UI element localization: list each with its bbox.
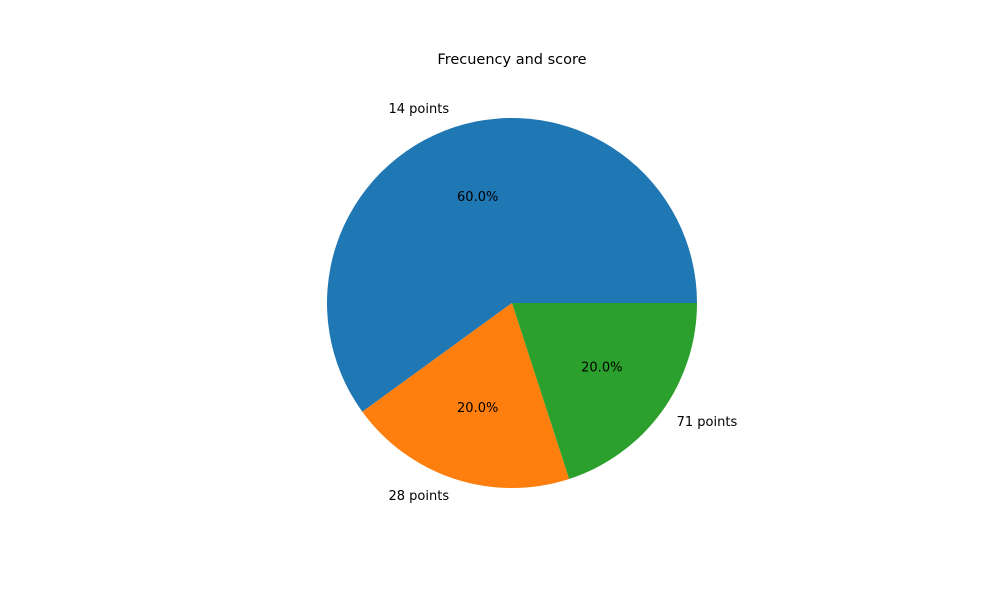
- pie-slice-14-points: [327, 118, 697, 412]
- slice-percent-label: 20.0%: [581, 361, 622, 376]
- pie-slice-71-points: [512, 303, 697, 479]
- slice-percent-label: 20.0%: [457, 401, 498, 416]
- slice-percent-label: 60.0%: [457, 190, 498, 205]
- chart-title: Frecuency and score: [437, 52, 586, 68]
- pie-slices: [327, 118, 697, 488]
- slice-label: 71 points: [677, 415, 738, 430]
- slice-label: 14 points: [389, 102, 450, 117]
- slice-label: 28 points: [389, 489, 450, 504]
- pie-slice-28-points: [362, 303, 570, 488]
- pie-labels: 14 points 60.0% 28 points 20.0% 71 points 20.…: [389, 102, 738, 504]
